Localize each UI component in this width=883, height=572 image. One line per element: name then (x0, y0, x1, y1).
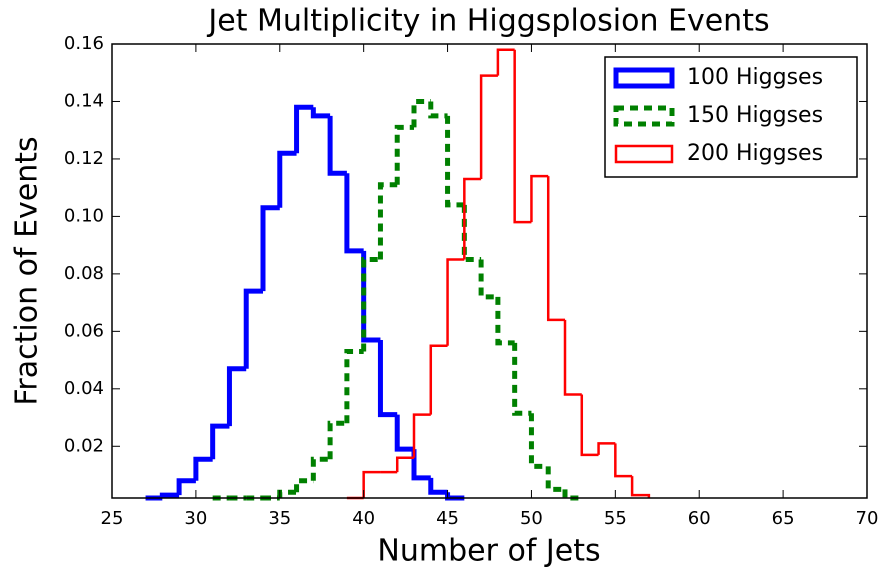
histogram-bin (512, 342, 532, 416)
x-tick-label: 65 (772, 508, 795, 529)
legend: 100 Higgses 150 Higgses 200 Higgses (604, 56, 858, 178)
histogram-bin (546, 176, 565, 322)
x-tick-label: 60 (688, 508, 711, 529)
histogram-bin (395, 456, 414, 473)
histogram-bin (428, 101, 448, 119)
histogram-bin (530, 174, 549, 223)
histogram-bin (310, 107, 331, 119)
chart-title: Jet Multiplicity in Higgsplosion Events (206, 4, 769, 39)
x-tick-label: 40 (352, 508, 375, 529)
histogram-bin (362, 470, 381, 498)
histogram-bin (580, 394, 599, 457)
histogram-bin (429, 344, 448, 415)
histogram-bin (411, 98, 431, 128)
histogram-bin (344, 173, 364, 254)
legend-swatch (614, 144, 674, 164)
y-tick-label: 0.08 (64, 263, 104, 284)
histogram-bin (479, 74, 498, 180)
histogram-bin (411, 449, 431, 481)
histogram-bin (193, 456, 213, 481)
x-tick-label: 30 (184, 508, 207, 529)
histogram-bin (445, 492, 465, 501)
y-tick-label: 0.12 (64, 148, 104, 169)
histogram-bin (176, 478, 196, 496)
legend-label: 100 Higgses (687, 65, 823, 90)
histogram-bin (260, 205, 280, 292)
y-tick-label: 0.06 (64, 320, 104, 341)
y-axis-label: Fraction of Events (10, 136, 45, 405)
histogram-bin (630, 476, 651, 498)
histogram-bin (563, 319, 582, 396)
histogram-bin (210, 423, 230, 460)
histogram-bin (496, 48, 515, 76)
histogram-bin (377, 182, 398, 260)
x-tick-label: 70 (856, 508, 879, 529)
legend-box (604, 56, 858, 178)
histogram-bin (597, 442, 616, 455)
histogram-bin (327, 115, 347, 176)
histogram-bin (327, 420, 347, 460)
x-tick-label: 45 (436, 508, 459, 529)
y-tick-label: 0.14 (64, 90, 104, 111)
histogram-bin (226, 366, 247, 427)
histogram-bin (545, 466, 565, 492)
histogram-bin (277, 489, 297, 498)
histogram-bin (294, 104, 314, 154)
histogram-bin (463, 177, 482, 260)
y-tick-label: 0.04 (64, 378, 104, 399)
histogram-bin (614, 443, 633, 478)
x-tick-label: 50 (520, 508, 543, 529)
histogram-bin (478, 259, 498, 300)
y-tick-label: 0.02 (64, 435, 104, 456)
histogram-bin (294, 478, 314, 493)
x-tick-label: 25 (101, 508, 124, 529)
histogram-bin (446, 258, 465, 346)
x-tick-label: 35 (268, 508, 291, 529)
plot-area (145, 48, 651, 501)
legend-label: 150 Higgses (687, 103, 823, 128)
histogram-bin (528, 413, 549, 469)
histogram-bin (159, 492, 180, 498)
histogram-bin (394, 124, 414, 185)
histogram-bin (361, 257, 381, 352)
y-tick-label: 0.16 (64, 33, 104, 54)
histogram-bin (461, 204, 482, 263)
x-tick-label: 55 (604, 508, 627, 529)
histogram-bin (394, 414, 414, 452)
histogram-bin (562, 489, 582, 501)
histogram-bin (243, 288, 263, 369)
histogram-bin (495, 296, 515, 346)
histogram-bin (428, 477, 448, 495)
histogram-bin (344, 348, 364, 424)
histogram-bin (277, 150, 297, 208)
legend-label: 200 Higgses (687, 141, 823, 166)
histogram-bin (361, 250, 381, 343)
histogram-bin (412, 413, 431, 458)
histogram-bin (310, 456, 331, 481)
legend-swatch (613, 67, 675, 89)
histogram-bin (445, 115, 465, 208)
histogram-bin (513, 49, 532, 224)
legend-swatch (613, 105, 675, 127)
y-tick-label: 0.10 (64, 205, 104, 226)
histogram-bin (377, 339, 398, 418)
x-axis-label: Number of Jets (377, 534, 600, 569)
plot-frame (111, 43, 868, 499)
